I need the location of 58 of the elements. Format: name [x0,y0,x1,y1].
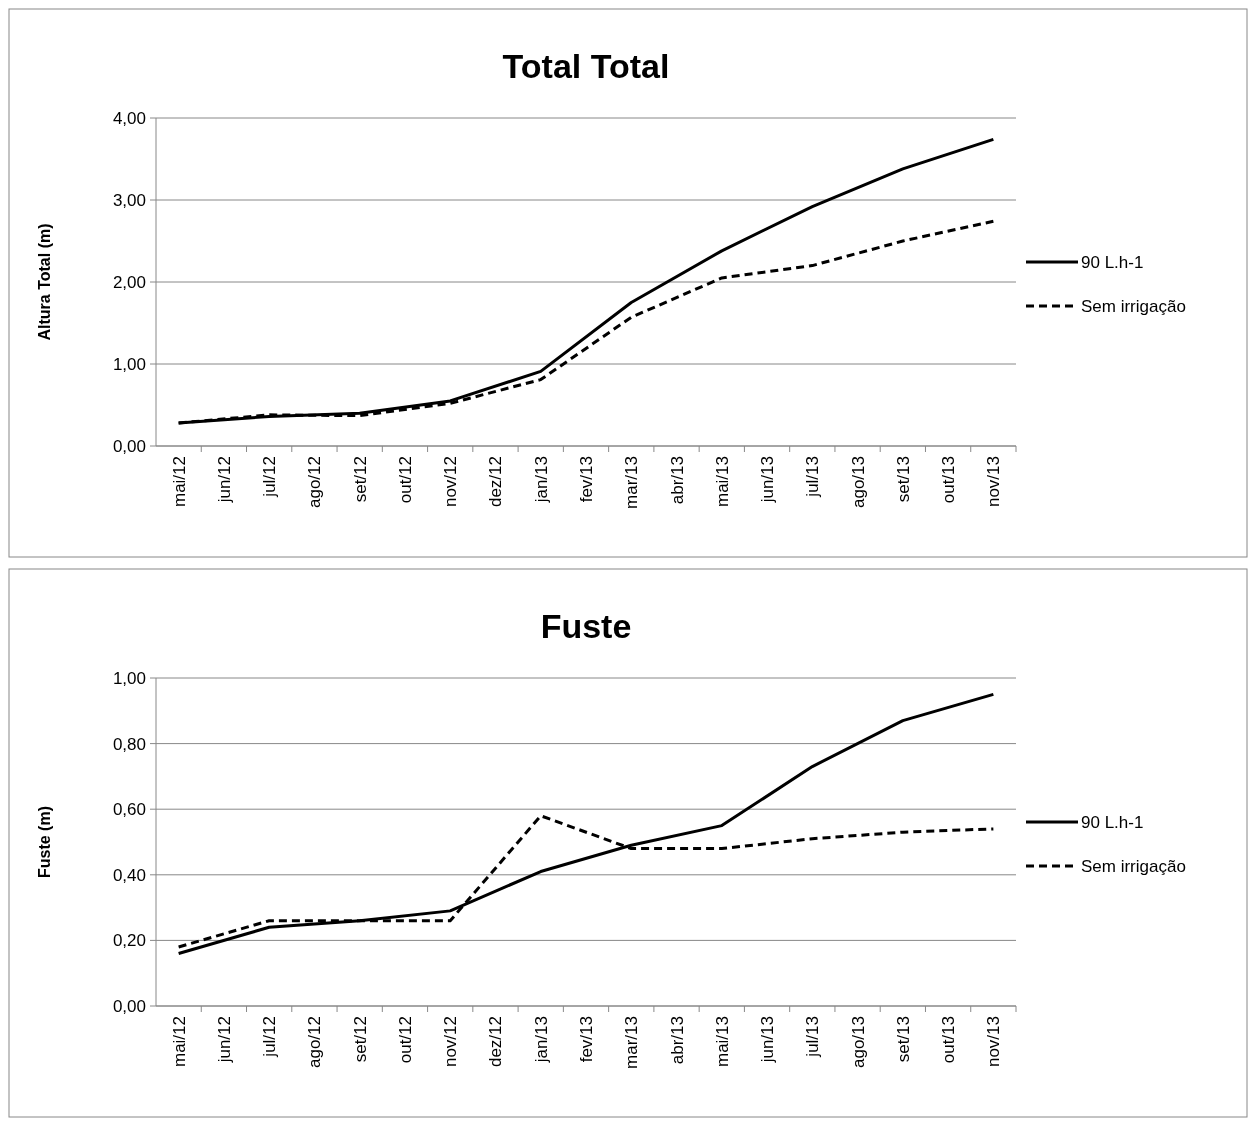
y-tick-label: 0,00 [112,996,146,1016]
chart-title: Fuste [540,607,632,645]
x-tick-label: jun/12 [214,1016,234,1064]
line-series [177,692,995,956]
x-tick-label: jun/13 [758,1016,778,1064]
x-tick-label: mai/13 [712,1016,732,1068]
legend-label: Sem irrigação [1081,856,1186,876]
legend-label: 90 L.h-1 [1081,252,1144,272]
y-tick-label: 0,00 [112,436,146,456]
x-tick-label: set/13 [893,456,913,503]
x-tick-label: jul/13 [803,456,823,498]
x-tick-label: set/12 [350,1016,370,1063]
x-tick-label: mar/13 [622,1016,642,1069]
x-tick-label: jun/13 [758,456,778,504]
x-tick-label: jun/12 [214,456,234,504]
y-tick-label: 1,00 [112,668,146,688]
x-tick-label: dez/12 [486,456,506,508]
x-tick-label: nov/12 [441,1016,461,1068]
x-tick-label: mai/12 [169,456,189,508]
x-tick-label: mar/13 [622,456,642,509]
x-tick-label: nov/12 [441,456,461,508]
y-tick-label: 0,20 [112,931,146,951]
y-tick-label: 0,80 [112,734,146,754]
x-tick-label: fev/13 [577,456,596,503]
x-tick-label: ago/12 [305,456,325,508]
x-tick-label: out/12 [395,1016,415,1064]
x-tick-label: jan/13 [531,456,551,504]
x-tick-label: jul/12 [260,1016,280,1058]
x-tick-label: set/13 [893,1016,913,1063]
y-axis-title: Fuste (m) [36,806,53,878]
x-tick-label: ago/13 [848,1016,868,1068]
x-tick-label: abr/13 [667,1016,687,1065]
y-tick-label: 3,00 [112,190,146,210]
legend-label: Sem irrigação [1081,296,1186,316]
y-tick-label: 0,40 [112,865,146,885]
x-tick-label: out/12 [395,456,415,504]
x-tick-label: ago/12 [305,1016,325,1068]
x-tick-label: nov/13 [984,1016,1004,1068]
x-tick-label: jul/13 [803,1016,823,1058]
x-tick-label: out/13 [939,456,959,504]
x-tick-label: mai/12 [169,1016,189,1068]
legend-label: 90 L.h-1 [1081,812,1144,832]
x-tick-label: jul/12 [260,456,280,498]
x-tick-label: mai/13 [712,456,732,508]
x-tick-label: dez/12 [486,1016,506,1068]
x-tick-label: ago/13 [848,456,868,508]
x-tick-label: set/12 [350,456,370,503]
y-tick-label: 1,00 [112,354,146,374]
x-tick-label: nov/13 [984,456,1004,508]
chart-title: Total Total [502,47,670,85]
y-tick-label: 4,00 [112,108,146,128]
y-tick-label: 0,60 [112,800,146,820]
x-tick-label: fev/13 [577,1016,596,1063]
y-tick-label: 2,00 [112,272,146,292]
x-tick-label: abr/13 [667,456,687,505]
x-tick-label: jan/13 [531,1016,551,1064]
y-axis-title: Altura Total (m) [36,223,53,341]
x-tick-label: out/13 [939,1016,959,1064]
